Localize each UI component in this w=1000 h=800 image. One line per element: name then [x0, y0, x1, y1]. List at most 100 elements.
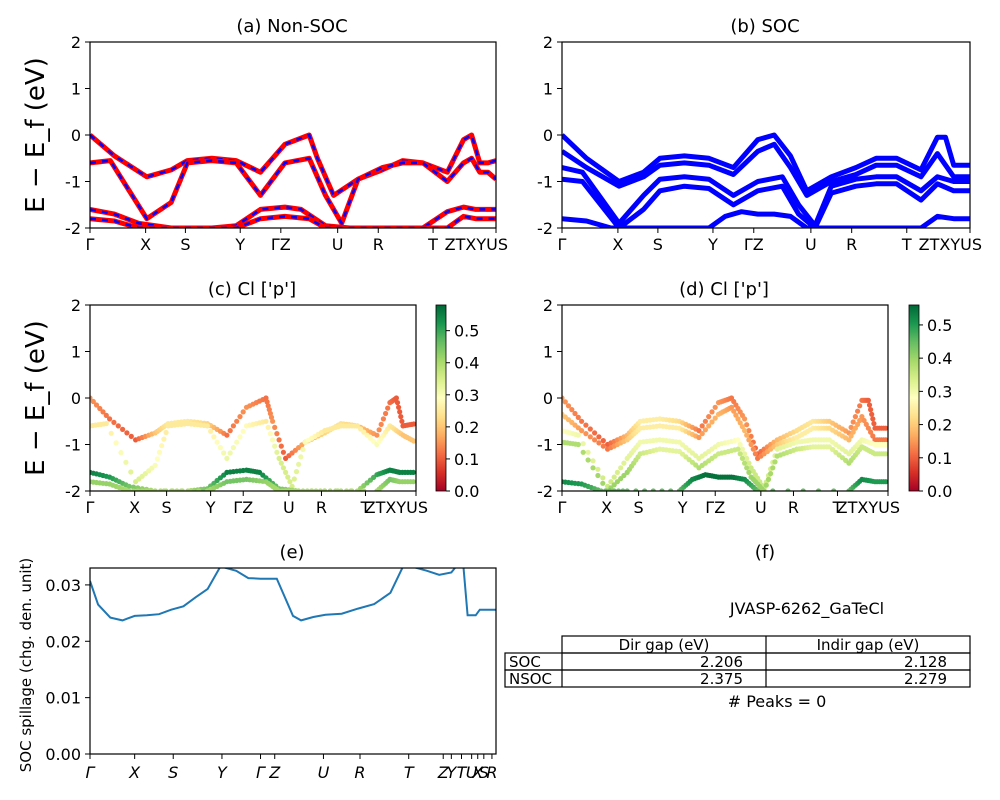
panel-a-ytick-label: 0: [71, 126, 81, 145]
panel-e-xtick-label: T: [457, 763, 468, 782]
cl-p-weight-point: [272, 424, 278, 430]
panel-b-title: (b) SOC: [730, 16, 799, 37]
cl-p-weight-point: [161, 488, 167, 491]
cl-p-weight-point: [752, 451, 759, 457]
y-axis-label-middle: E − E_f (eV): [21, 320, 51, 476]
cl-p-weight-point: [361, 488, 367, 491]
cl-p-weight-point: [263, 418, 269, 424]
cl-p-weight-point: [267, 410, 273, 417]
cl-p-weight-point: [107, 416, 113, 422]
cl-p-weight-point: [744, 432, 750, 438]
panel-e-xtick-label: S: [479, 763, 489, 782]
panel-a-xtick-label: R: [373, 235, 384, 254]
panel-c-xtick-label: R: [316, 498, 327, 517]
cl-p-weight-point: [263, 395, 269, 401]
cl-p-weight-point: [611, 482, 617, 488]
panel-a-ytick-label: 2: [71, 33, 81, 52]
cl-p-weight-point: [196, 488, 202, 491]
panel-a-ytick-label: 1: [71, 80, 81, 99]
cl-p-weight-point: [746, 428, 752, 434]
cl-p-weight-point: [383, 410, 389, 417]
cl-p-weight-point: [289, 483, 295, 489]
cl-p-weight-point: [583, 422, 589, 428]
cl-p-weight-point: [130, 488, 137, 491]
cl-p-weight-point: [659, 488, 665, 491]
cl-p-weight-point: [93, 402, 100, 408]
cl-p-weight-point: [317, 488, 323, 491]
cl-p-weight-point: [90, 398, 96, 405]
cl-p-weight-point: [737, 441, 743, 448]
cl-p-weight-point: [217, 445, 223, 451]
cl-p-weight-point: [126, 483, 132, 489]
panel-b-ytick-label: 0: [543, 126, 553, 145]
cl-p-weight-point: [399, 418, 405, 424]
panel-d-points: [562, 395, 888, 491]
cl-p-weight-point: [230, 423, 236, 429]
cl-p-weight-point: [298, 454, 304, 460]
cl-p-weight-point: [848, 433, 854, 439]
cl-p-weight-point: [739, 446, 746, 452]
cl-p-weight-point: [385, 405, 391, 411]
cl-p-weight-point: [742, 460, 748, 466]
cl-p-weight-point: [702, 418, 709, 424]
cl-p-weight-point: [614, 479, 621, 485]
cl-p-weight-point: [871, 421, 877, 427]
cl-p-weight-point: [755, 488, 761, 491]
panel-c-colorbar-label: 0.0: [454, 482, 479, 501]
panel-d-xtick-label: ΓZ: [705, 498, 725, 517]
cl-p-weight-point: [620, 488, 626, 491]
panel-a-ytick-label: -2: [65, 219, 81, 238]
cl-p-weight-point: [815, 488, 822, 491]
nsoc-band-dash: [90, 156, 496, 227]
cl-p-weight-point: [154, 456, 160, 462]
panel-a-xtick-label: T: [427, 235, 438, 254]
panel-c-colorbar-label: 0.2: [454, 418, 479, 437]
cl-p-weight-point: [170, 488, 176, 491]
cl-p-weight-point: [361, 429, 367, 435]
panel-b-ytick-label: 1: [543, 80, 553, 99]
cl-p-weight-point: [742, 451, 748, 457]
cl-p-weight-point: [268, 414, 275, 420]
cl-p-weight-point: [410, 479, 416, 485]
cl-p-weight-point: [224, 432, 230, 438]
panel-b-xtick-label: U: [805, 235, 817, 254]
cl-p-weight-point: [313, 488, 319, 491]
cl-p-weight-point: [737, 420, 743, 426]
cl-p-weight-point: [287, 479, 293, 485]
cl-p-weight-point: [124, 430, 130, 436]
panel-e-xtick-label: T: [404, 763, 415, 782]
cl-p-weight-point: [575, 432, 581, 438]
cl-p-weight-point: [237, 414, 243, 420]
cl-p-weight-point: [746, 437, 752, 443]
panel-d-colorbar-label: 0.3: [927, 382, 952, 401]
cl-p-weight-point: [398, 414, 404, 420]
cl-p-weight-point: [642, 488, 648, 491]
cl-p-weight-point: [848, 424, 854, 430]
cl-p-weight-point: [139, 488, 145, 491]
panel-a-xtick-label: S: [180, 235, 190, 254]
cl-p-weight-point: [868, 407, 874, 413]
table-row-nsoc-dir: 2.375: [700, 670, 743, 688]
panel-e-xtick-label: Γ: [256, 763, 266, 782]
cl-p-weight-point: [621, 472, 627, 479]
panel-b-xtick-label: S: [653, 235, 663, 254]
panel-a-xtick-label: X: [140, 235, 151, 254]
cl-p-weight-point: [618, 465, 624, 471]
panel-e-xtick-label: Z: [437, 763, 450, 782]
cl-p-weight-point: [621, 460, 627, 466]
panel-e-xtick-label: X: [471, 763, 484, 782]
panel-d-ytick-label: -2: [537, 482, 553, 501]
cl-p-weight-point: [270, 418, 276, 424]
panel-d-colorbar-label: 0.1: [927, 449, 952, 468]
material-id: JVASP-6262_GaTeCl: [729, 599, 884, 619]
cl-p-weight-point: [285, 474, 291, 480]
panel-d-colorbar: [908, 304, 920, 492]
table-row-soc-label: SOC: [509, 653, 541, 671]
cl-p-weight-point: [97, 405, 103, 412]
cl-p-weight-point: [327, 488, 333, 491]
spillage-line: [90, 568, 496, 622]
panel-e-xtick-label: U: [318, 763, 330, 782]
cl-p-weight-point: [709, 419, 715, 425]
panel-b-xtick-label: Y: [707, 235, 718, 254]
panel-a-xtick-label: ZTXYUS: [445, 235, 508, 254]
